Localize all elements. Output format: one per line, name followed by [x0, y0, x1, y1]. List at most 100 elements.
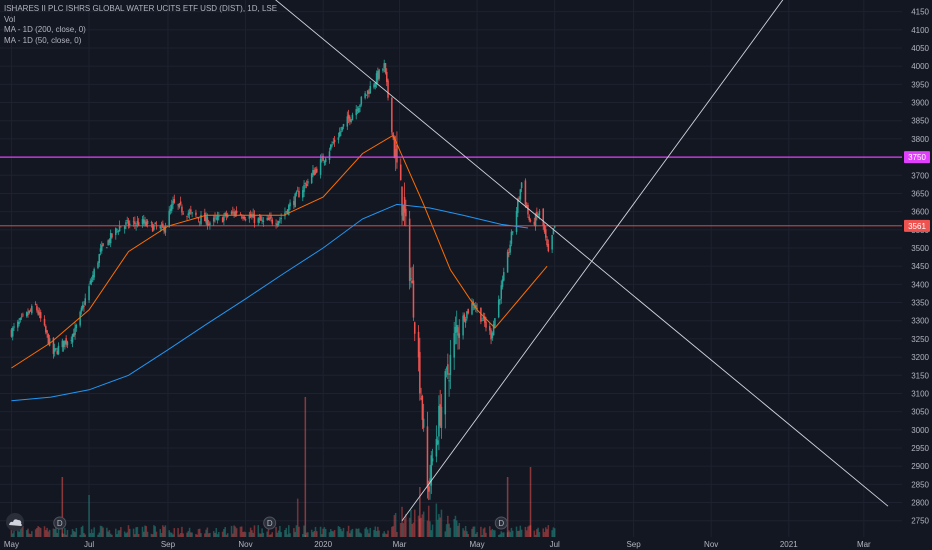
volume-bar [196, 534, 198, 537]
horizontal-levels[interactable] [0, 156, 902, 227]
candle-body [97, 262, 99, 268]
volume-bar [546, 529, 548, 537]
volume-bar [316, 531, 318, 537]
volume-bar [79, 534, 81, 537]
candle-body [141, 219, 144, 225]
volume-bar [132, 528, 135, 537]
candle-body [387, 80, 389, 98]
candle-body [159, 226, 162, 229]
candle-body [57, 345, 60, 354]
volume-bar [285, 527, 288, 537]
volume-bar [356, 528, 359, 537]
candle-body [288, 205, 290, 215]
candle-body [440, 406, 443, 428]
dividend-marker-label: D [498, 519, 504, 528]
candle-body [420, 398, 422, 400]
candle-body [64, 340, 66, 345]
volume-bar [331, 531, 333, 537]
candle-body [47, 334, 50, 345]
candle-body [134, 221, 136, 225]
volume-bar [83, 533, 85, 537]
time-axis-panel[interactable] [0, 537, 932, 550]
volume-bar [295, 525, 298, 537]
candle-body [126, 220, 128, 221]
candle-body [332, 142, 335, 144]
candle-body [253, 214, 256, 223]
trendlines[interactable] [224, 0, 889, 521]
volume-bar [279, 526, 281, 537]
volume-bar [480, 526, 482, 537]
time-axis[interactable]: May Jul Sep Nov 2020 Mar May Jul Sep Nov 2021 Mar [4, 540, 871, 549]
volume-bar [29, 533, 32, 537]
ma50-line [11, 134, 548, 369]
candles [10, 59, 556, 501]
candle-body [102, 243, 104, 246]
candle-body [66, 341, 69, 346]
candle-body [412, 280, 415, 318]
volume-bar [206, 527, 209, 537]
volume-bar [191, 532, 193, 537]
logo-icon[interactable] [6, 513, 24, 531]
candle-body [195, 212, 197, 216]
candle-body [408, 218, 411, 281]
volume-bar [307, 532, 309, 537]
volume-bar [56, 532, 59, 537]
volume-bar [276, 532, 279, 537]
candle-body [543, 224, 546, 232]
candle-body [355, 109, 357, 116]
dividend-marker-icon [53, 516, 67, 530]
volume-bar [34, 529, 37, 537]
volume-bar [324, 529, 327, 537]
candle-body [137, 222, 140, 226]
volume-bar [533, 530, 536, 537]
volume-bar [230, 525, 233, 537]
candle-body [346, 116, 349, 127]
candle-body [170, 204, 173, 211]
candle-body [280, 217, 282, 219]
volume-bar [141, 526, 144, 537]
volume-bar [212, 531, 215, 537]
volume-bar [313, 530, 316, 537]
price-axis[interactable]: 2750 2800 2850 2900 2950 3000 3050 3100 3150 3200… [911, 8, 929, 526]
candle-body [118, 225, 121, 232]
volume-bar [234, 526, 237, 537]
volume-bar [235, 528, 238, 537]
candle-body [295, 191, 298, 194]
volume-bar [374, 526, 377, 537]
volume-bar [115, 528, 117, 537]
volume-bar [385, 534, 388, 537]
volume-bar [321, 534, 323, 537]
candle-body [182, 213, 184, 215]
candle-body [37, 310, 39, 315]
time-tick-label: Sep [161, 540, 176, 549]
volume-bar [70, 534, 73, 537]
candle-body [267, 217, 270, 221]
volume-bar [252, 532, 254, 537]
volume-bar [205, 529, 207, 537]
volume-bar [338, 526, 341, 537]
price-tick-label: 3200 [911, 353, 929, 362]
candle-body [483, 316, 486, 323]
candle-body [216, 216, 219, 221]
candle-body [146, 220, 149, 224]
volume-bar [218, 531, 220, 537]
resistance-price-tag-text: 3750 [908, 153, 926, 162]
candle-body [444, 371, 447, 415]
volume-bar [62, 533, 65, 537]
candle-body [145, 221, 148, 226]
candle-body [191, 212, 193, 214]
volume-spike [304, 397, 307, 537]
time-tick-label: Jul [84, 540, 94, 549]
candle-body [365, 94, 368, 96]
volume-bar [47, 531, 50, 537]
volume-bar [298, 526, 300, 537]
volume-bar [168, 530, 170, 537]
volume-bar [92, 532, 94, 537]
candle-body [52, 337, 55, 354]
volume-bar [364, 528, 366, 537]
candle-body [485, 321, 487, 328]
price-axis-panel[interactable] [902, 0, 932, 550]
